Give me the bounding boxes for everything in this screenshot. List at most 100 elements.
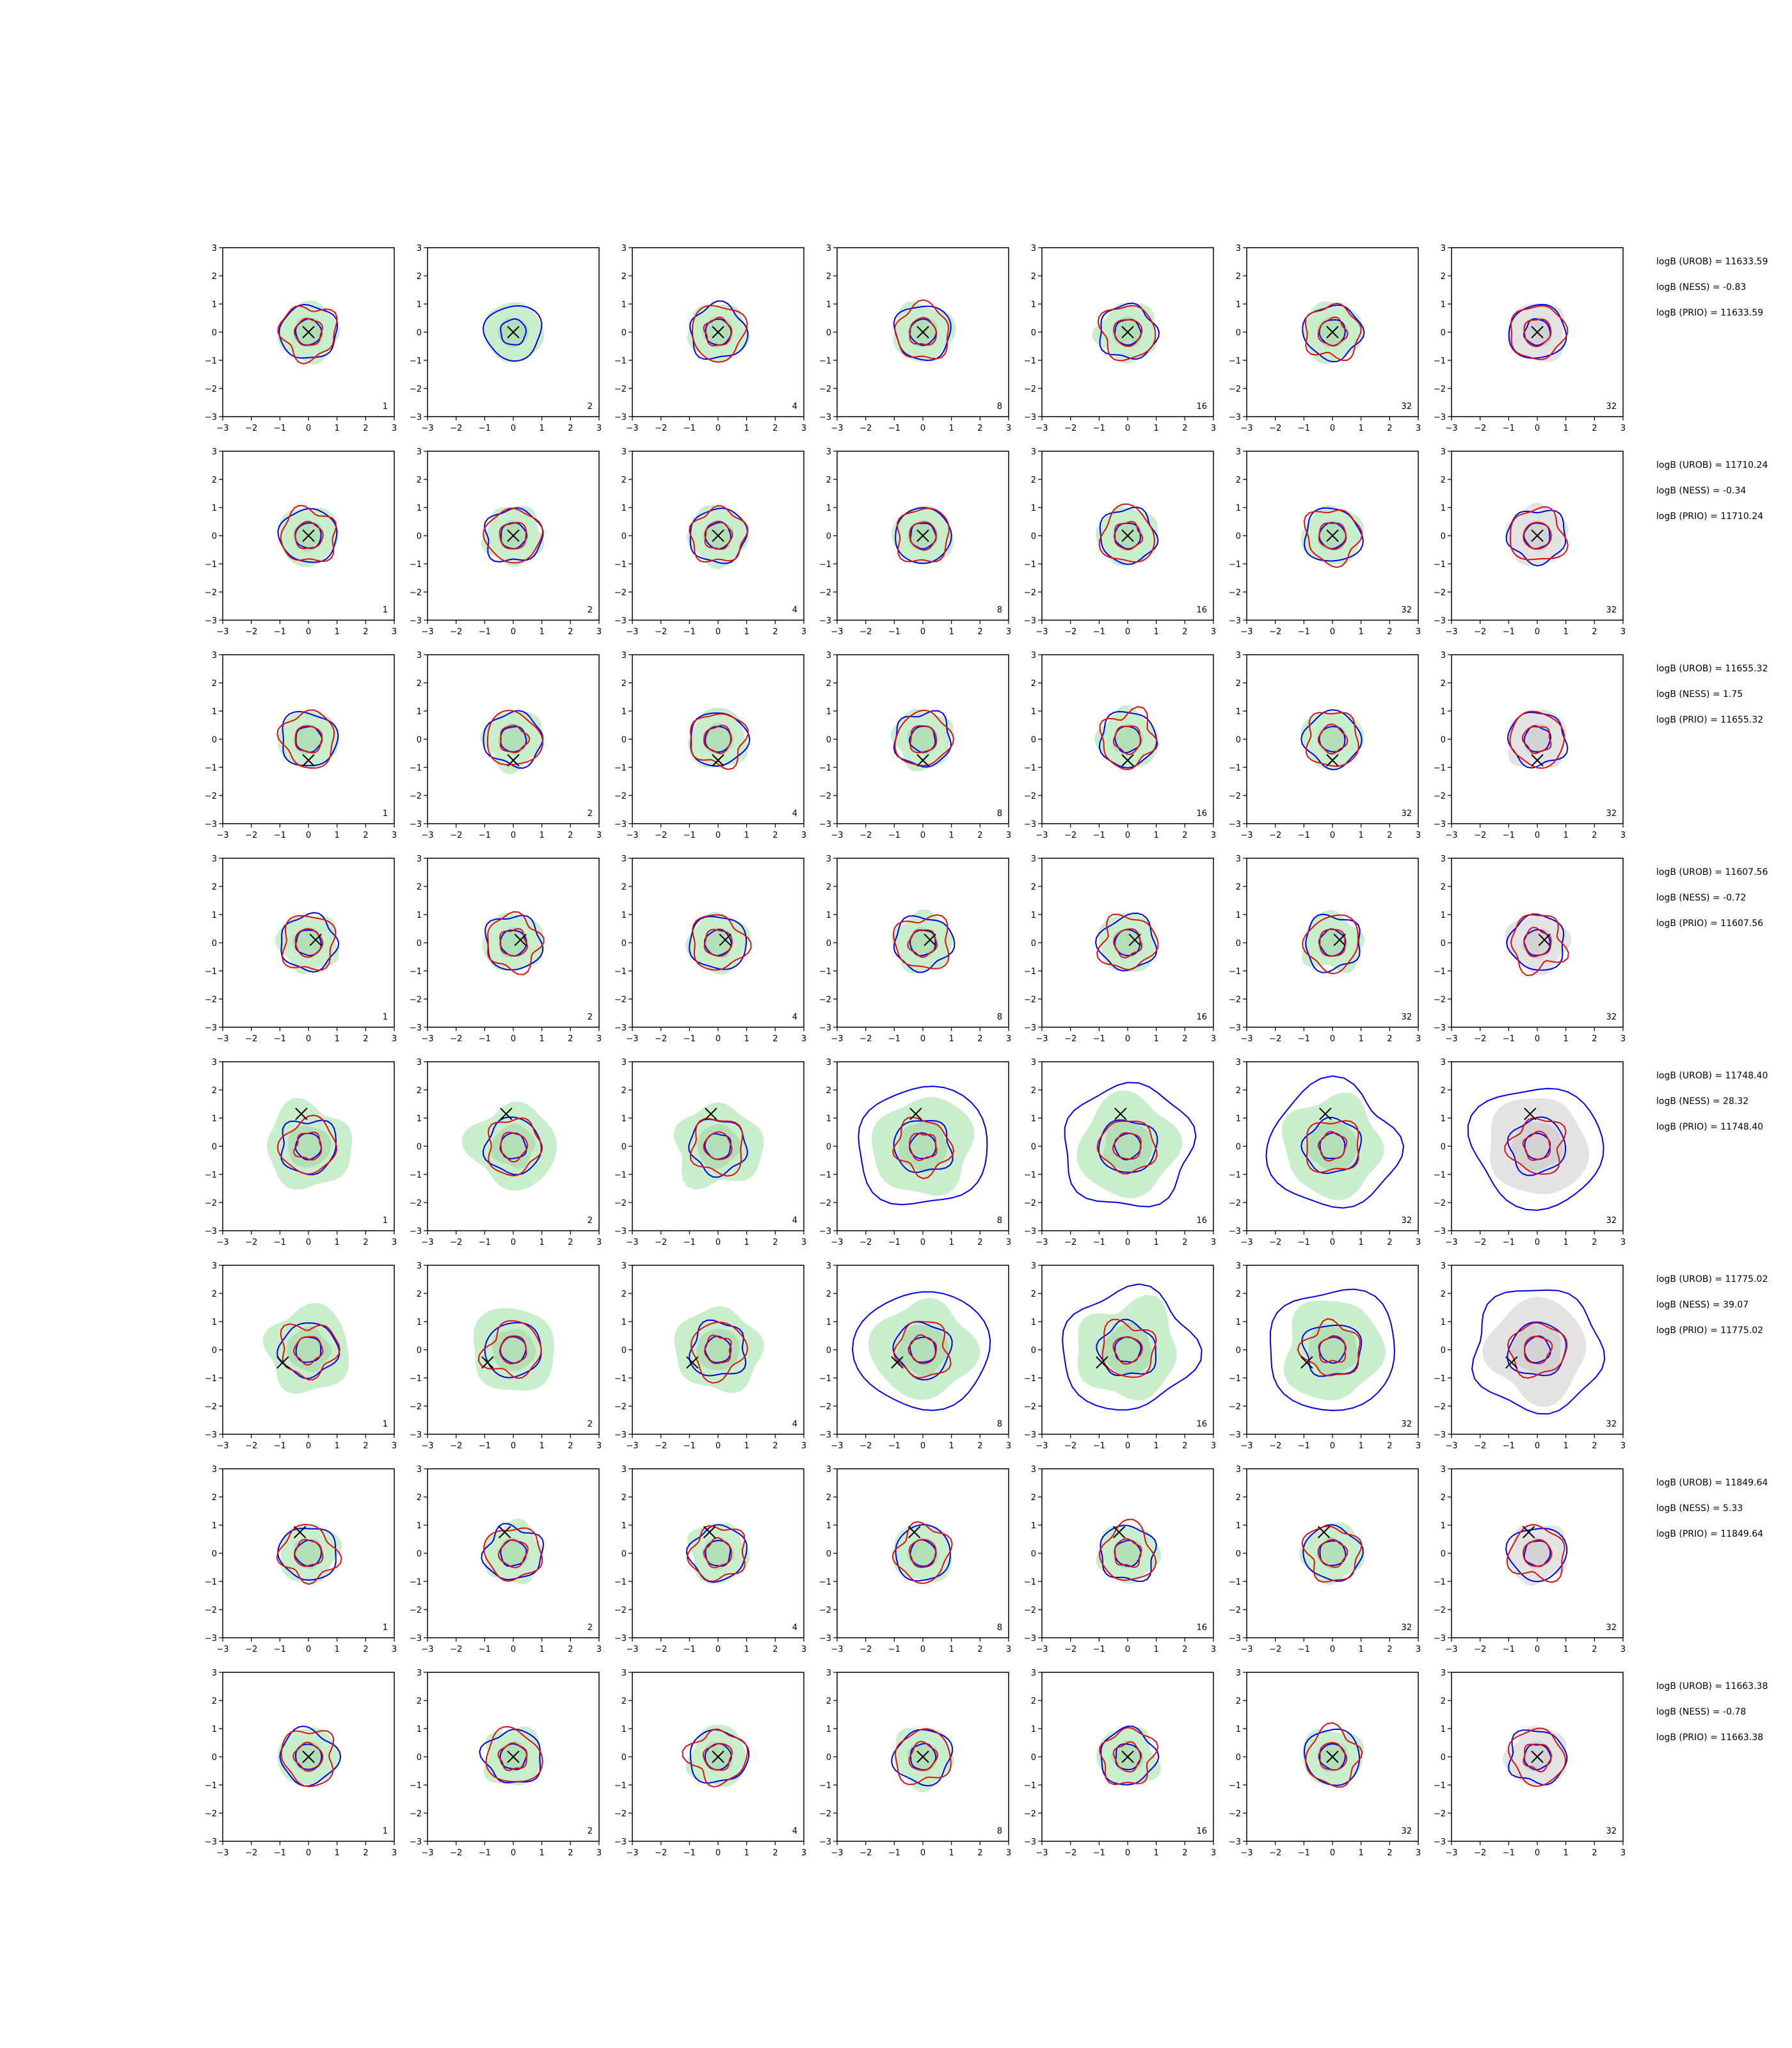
x-tick-label: 0 [716, 1441, 721, 1451]
urob-contour-inner [294, 928, 324, 958]
subplot: −3 −2 −1 0 1 2 3 −3 −2 −1 0 1 2 3 1 [205, 244, 397, 433]
inner-density-region [1510, 1324, 1561, 1375]
urob-contour-inner [497, 1742, 528, 1772]
x-tick-label: −2 [1064, 831, 1076, 840]
x-tick-label: −2 [1064, 627, 1076, 637]
inner-density-region [1103, 1121, 1153, 1172]
subplot-content [682, 1724, 750, 1788]
x-tick-label: 1 [1564, 1238, 1569, 1247]
urob-contour-inner [1317, 723, 1348, 755]
y-tick-label: −2 [410, 1199, 422, 1208]
x-tick-label: −1 [1298, 424, 1310, 433]
x-tick-label: 2 [1387, 1848, 1392, 1858]
subplot: −3 −2 −1 0 1 2 3 −3 −2 −1 0 1 2 3 4 [614, 651, 806, 840]
urob-contour-outer [1510, 305, 1569, 360]
urob-contour-inner [1523, 318, 1552, 348]
y-tick-label: −3 [1434, 1837, 1446, 1847]
x-tick-label: −2 [245, 424, 257, 433]
x-tick-label: 2 [977, 1034, 982, 1044]
x-tick-label: −2 [1064, 1848, 1076, 1858]
inner-density-region [1112, 927, 1144, 958]
urob-contour-outer [277, 305, 338, 365]
y-tick-label: 3 [417, 651, 422, 660]
urob-contour-inner [703, 929, 733, 957]
y-tick-label: −2 [1024, 385, 1036, 394]
y-tick-label: −1 [410, 1171, 422, 1180]
urob-contour-outer [1509, 710, 1565, 769]
x-tick-label: 2 [363, 1034, 368, 1044]
x-tick-label: 0 [1535, 1441, 1540, 1451]
y-tick-label: −2 [1434, 1402, 1446, 1412]
x-tick-label: −1 [1503, 1238, 1515, 1247]
subplot-column-label: 4 [792, 605, 797, 615]
x-tick-label: 1 [1154, 831, 1159, 840]
urob-contour-outer [486, 709, 544, 766]
x-tick-label: 0 [1330, 424, 1335, 433]
x-tick-label: 0 [716, 1034, 721, 1044]
y-tick-label: 3 [1441, 1465, 1446, 1475]
x-tick-label: 0 [716, 831, 721, 840]
subplot: −3 −2 −1 0 1 2 3 −3 −2 −1 0 1 2 3 16 [1024, 1668, 1216, 1858]
inner-density-region [907, 724, 938, 755]
ness-contour-inner [295, 1336, 322, 1363]
x-tick-label: 2 [1387, 831, 1392, 840]
y-tick-label: 1 [212, 504, 217, 513]
urob-contour-outer [894, 299, 950, 360]
x-tick-label: −3 [1036, 1238, 1048, 1247]
y-tick-label: 1 [1441, 911, 1446, 920]
y-tick-label: −3 [1024, 820, 1036, 829]
x-tick-label: −2 [1474, 831, 1486, 840]
x-tick-label: −3 [1036, 1441, 1048, 1451]
x-tick-label: −2 [860, 1034, 872, 1044]
x-tick-label: −1 [1298, 831, 1310, 840]
subplot-column-label: 4 [792, 809, 797, 819]
subplot: −3 −2 −1 0 1 2 3 −3 −2 −1 0 1 2 3 2 [410, 244, 602, 433]
ness-contour-inner [500, 1539, 527, 1567]
y-tick-label: −1 [1024, 1171, 1036, 1180]
subplot: −3 −2 −1 0 1 2 3 −3 −2 −1 0 1 2 3 8 [819, 854, 1011, 1044]
y-tick-label: 0 [1031, 1346, 1036, 1356]
y-tick-label: −3 [205, 1837, 217, 1847]
inner-density-region [1523, 723, 1553, 755]
x-tick-label: 3 [1211, 627, 1216, 637]
y-tick-label: −2 [1434, 588, 1446, 598]
x-tick-label: 1 [1564, 424, 1569, 433]
truth-marker [1317, 1526, 1331, 1539]
y-tick-label: 1 [1236, 707, 1241, 717]
x-tick-label: 0 [306, 1645, 311, 1654]
x-tick-label: 0 [511, 1441, 516, 1451]
x-tick-label: 1 [335, 1848, 340, 1858]
y-tick-label: −1 [205, 1781, 217, 1791]
y-tick-label: 1 [1031, 504, 1036, 513]
urob-contour-inner [1114, 520, 1144, 550]
inner-density-region [498, 1537, 529, 1569]
y-tick-label: −2 [1434, 385, 1446, 394]
x-tick-label: 0 [306, 627, 311, 637]
x-tick-label: −2 [655, 1441, 667, 1451]
x-tick-label: −3 [421, 1034, 433, 1044]
y-tick-label: 0 [212, 1549, 217, 1559]
y-tick-label: 1 [1031, 1318, 1036, 1327]
subplot-content [1507, 709, 1569, 769]
ness-contour-inner [1115, 1743, 1142, 1770]
y-tick-label: 2 [1236, 1086, 1241, 1096]
y-tick-label: 2 [212, 883, 217, 892]
x-tick-label: −2 [450, 627, 462, 637]
x-tick-label: 0 [1125, 1441, 1130, 1451]
x-tick-label: 0 [920, 1238, 925, 1247]
y-tick-label: 0 [212, 532, 217, 541]
x-tick-label: 3 [801, 1848, 806, 1858]
urob-contour-inner [1318, 522, 1347, 550]
y-tick-label: −2 [1229, 995, 1241, 1005]
y-tick-label: 0 [417, 939, 422, 948]
x-tick-label: −1 [274, 1034, 286, 1044]
ness-contour-outer [1098, 710, 1158, 769]
y-tick-label: 0 [621, 1142, 627, 1152]
x-tick-label: 1 [744, 1848, 749, 1858]
y-tick-label: 2 [417, 1086, 422, 1096]
x-tick-label: 1 [949, 424, 954, 433]
x-tick-label: 3 [1416, 424, 1421, 433]
y-tick-label: 3 [1031, 244, 1036, 253]
y-tick-label: 2 [621, 1697, 627, 1706]
logb-annotation: logB (UROB) = 11633.59 [1656, 257, 1768, 267]
